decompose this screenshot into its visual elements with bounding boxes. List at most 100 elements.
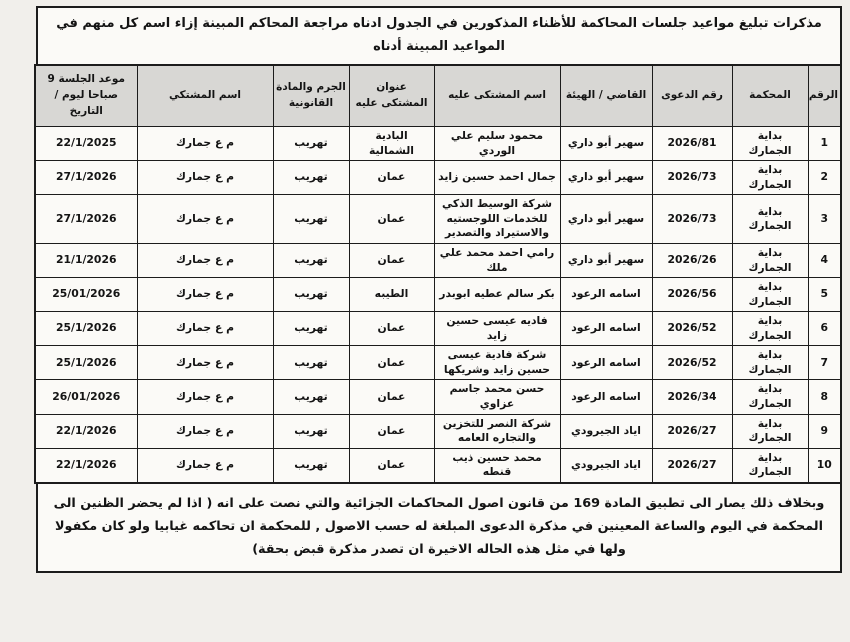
hearings-table: الرقم المحكمة رقم الدعوى القاضي / الهيئة اسم… (34, 63, 842, 484)
table-cell: عمان (348, 160, 435, 196)
header-cell-7: اسم المشتكي (136, 64, 274, 127)
table-row: 3 بداية الجمارك 2026/73 سهير أبو داري شركة ا… (34, 194, 842, 244)
table-cell: عمان (348, 413, 435, 449)
table-cell: 9 (807, 413, 842, 449)
table-cell: 2026/26 (651, 242, 733, 279)
table-cell: 2026/73 (651, 194, 733, 244)
table-cell: سهير أبو داري (559, 194, 653, 244)
table-cell: محمود سليم علي الوردي (433, 125, 561, 162)
table-cell: م ع جمارك (136, 125, 274, 162)
table-cell: م ع جمارك (136, 311, 274, 347)
table-row: 4 بداية الجمارك 2026/26 سهير أبو داري رامي ا… (34, 242, 842, 279)
header-cell-5: عنوان المشتكى عليه (348, 64, 435, 127)
table-cell: بداية الجمارك (731, 277, 809, 313)
table-cell: تهريب (272, 447, 350, 484)
table-cell: 2026/27 (651, 447, 733, 484)
legal-footer-note: وبخلاف ذلك يصار الى تطبيق المادة 169 من … (36, 482, 842, 573)
table-row: 1 بداية الجمارك 2026/81 سهير أبو داري محمود … (34, 125, 842, 162)
table-cell: بداية الجمارك (731, 447, 809, 484)
table-cell: شركة الوسيط الذكي للخدمات اللوجستيه والا… (433, 194, 561, 244)
table-cell: م ع جمارك (136, 447, 274, 484)
table-cell: اياد الجيرودي (559, 413, 653, 449)
table-cell: 25/1/2026 (34, 345, 138, 381)
table-cell: تهريب (272, 125, 350, 162)
table-cell: عمان (348, 194, 435, 244)
table-cell: م ع جمارك (136, 413, 274, 449)
table-cell: 1 (807, 125, 842, 162)
table-cell: 27/1/2026 (34, 194, 138, 244)
table-cell: الطيبه (348, 277, 435, 313)
table-cell: 2026/27 (651, 413, 733, 449)
table-cell: 2026/73 (651, 160, 733, 196)
table-cell: 25/1/2026 (34, 311, 138, 347)
table-cell: بداية الجمارك (731, 242, 809, 279)
table-cell: شركة النصر للتخزين والتجاره العامه (433, 413, 561, 449)
document-title: مذكرات تبليغ مواعيد جلسات المحاكمة للأظن… (36, 6, 842, 66)
table-body: 1 بداية الجمارك 2026/81 سهير أبو داري محمود … (34, 125, 842, 484)
table-cell: 3 (807, 194, 842, 244)
table-cell: بداية الجمارك (731, 413, 809, 449)
table-header: الرقم المحكمة رقم الدعوى القاضي / الهيئة اسم… (34, 64, 842, 127)
header-cell-1: المحكمة (731, 64, 809, 127)
header-cell-0: الرقم (807, 64, 842, 127)
table-cell: 26/01/2026 (34, 379, 138, 415)
table-cell: عمان (348, 311, 435, 347)
table-cell: عمان (348, 242, 435, 279)
table-cell: سهير أبو داري (559, 242, 653, 279)
table-cell: بداية الجمارك (731, 345, 809, 381)
table-row: 5 بداية الجمارك 2026/56 اسامه الرعود بكر سال… (34, 277, 842, 313)
table-cell: تهريب (272, 413, 350, 449)
table-row: 8 بداية الجمارك 2026/34 اسامه الرعود حسن محم… (34, 379, 842, 415)
table-cell: اسامه الرعود (559, 277, 653, 313)
header-cell-4: اسم المشتكى عليه (433, 64, 561, 127)
table-cell: تهريب (272, 379, 350, 415)
table-row: 2 بداية الجمارك 2026/73 سهير أبو داري جمال ا… (34, 160, 842, 196)
table-cell: اياد الجيرودي (559, 447, 653, 484)
table-cell: 2026/56 (651, 277, 733, 313)
table-cell: 22/1/2025 (34, 125, 138, 162)
table-cell: سهير أبو داري (559, 160, 653, 196)
table-cell: تهريب (272, 277, 350, 313)
table-cell: م ع جمارك (136, 242, 274, 279)
table-cell: م ع جمارك (136, 345, 274, 381)
table-cell: تهريب (272, 242, 350, 279)
court-notice-document: مذكرات تبليغ مواعيد جلسات المحاكمة للأظن… (34, 6, 842, 573)
table-cell: 25/01/2026 (34, 277, 138, 313)
header-cell-3: القاضي / الهيئة (559, 64, 653, 127)
table-cell: م ع جمارك (136, 160, 274, 196)
table-cell: 22/1/2026 (34, 447, 138, 484)
table-row: 7 بداية الجمارك 2026/52 اسامه الرعود شركة فا… (34, 345, 842, 381)
table-cell: رامي احمد محمد علي ملك (433, 242, 561, 279)
table-cell: حسن محمد جاسم عزاوي (433, 379, 561, 415)
table-cell: بداية الجمارك (731, 379, 809, 415)
header-cell-8: موعد الجلسة 9 صباحا ليوم / التاريخ (34, 64, 138, 127)
table-cell: اسامه الرعود (559, 379, 653, 415)
table-cell: عمان (348, 379, 435, 415)
table-cell: 22/1/2026 (34, 413, 138, 449)
table-cell: بداية الجمارك (731, 194, 809, 244)
table-cell: جمال احمد حسين زايد (433, 160, 561, 196)
table-cell: سهير أبو داري (559, 125, 653, 162)
table-cell: تهريب (272, 160, 350, 196)
table-cell: 2026/52 (651, 311, 733, 347)
table-cell: تهريب (272, 194, 350, 244)
header-cell-6: الجرم والمادة القانونية (272, 64, 350, 127)
table-cell: بداية الجمارك (731, 160, 809, 196)
header-row: الرقم المحكمة رقم الدعوى القاضي / الهيئة اسم… (34, 64, 842, 127)
table-cell: 5 (807, 277, 842, 313)
table-cell: 6 (807, 311, 842, 347)
table-cell: بكر سالم عطيه ابوبدر (433, 277, 561, 313)
table-row: 10 بداية الجمارك 2026/27 اياد الجيرودي محمد … (34, 447, 842, 484)
table-cell: 27/1/2026 (34, 160, 138, 196)
table-cell: 2 (807, 160, 842, 196)
table-cell: 8 (807, 379, 842, 415)
table-cell: 2026/81 (651, 125, 733, 162)
table-row: 9 بداية الجمارك 2026/27 اياد الجيرودي شركة ا… (34, 413, 842, 449)
table-cell: 21/1/2026 (34, 242, 138, 279)
table-cell: 2026/34 (651, 379, 733, 415)
table-cell: تهريب (272, 345, 350, 381)
table-cell: 7 (807, 345, 842, 381)
table-cell: م ع جمارك (136, 379, 274, 415)
table-cell: عمان (348, 345, 435, 381)
